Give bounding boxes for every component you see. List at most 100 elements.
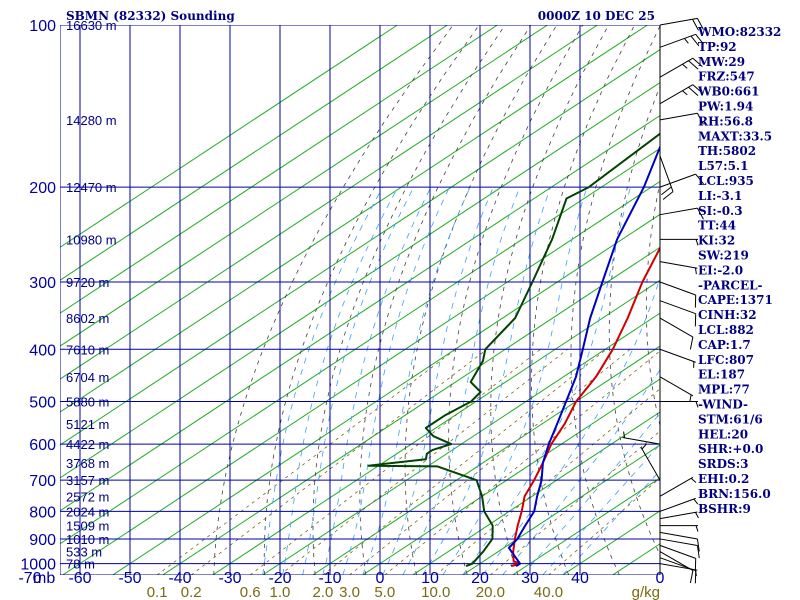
- temperature-tick-label: 0: [376, 570, 385, 587]
- wind-barb-feather: [695, 33, 704, 45]
- dry-adiabat-line: [608, 85, 660, 556]
- wind-barb-feather: [690, 35, 700, 47]
- wind-barb: [659, 17, 704, 31]
- wind-barb-feather: [696, 207, 704, 220]
- isotherm-line: [412, 411, 660, 575]
- index-item: MPL:77: [698, 383, 750, 397]
- wind-barb-feather: [688, 86, 699, 96]
- wind-barb-half-feather: [695, 525, 699, 532]
- wind-barb-half-feather: [682, 90, 688, 96]
- dry-adiabat-line: [263, 25, 480, 575]
- temperature-tick-label: 10: [421, 570, 439, 587]
- wind-barb-feather: [688, 60, 699, 70]
- wind-barb: [659, 551, 694, 584]
- index-item: TH:5802: [698, 144, 756, 158]
- index-item: HEL:20: [698, 427, 748, 441]
- wind-barb: [659, 300, 697, 327]
- pressure-tick-label: 700: [29, 473, 56, 490]
- pressure-tick-label: 800: [29, 504, 56, 521]
- wind-barb-half-feather: [695, 512, 699, 519]
- wind-barb-staff: [659, 511, 698, 520]
- height-label: 3157 m: [66, 473, 109, 488]
- wind-barb-half-feather: [641, 443, 647, 450]
- temperature-tick-label: -60: [68, 570, 91, 587]
- pressure-tick-label: 900: [29, 532, 56, 549]
- wind-barb-half-feather: [689, 394, 692, 402]
- index-item: CINH:32: [698, 308, 757, 322]
- temperature-tick-label: -70: [18, 570, 41, 587]
- mixing-ratio-label: 40.0: [534, 584, 563, 600]
- height-label: 9720 m: [66, 275, 109, 290]
- temperature-tick-label: 40: [571, 570, 589, 587]
- wind-barb-half-feather: [694, 267, 697, 275]
- height-label: 6704 m: [66, 370, 109, 385]
- index-item: L57:5.1: [698, 159, 748, 173]
- wind-barb: [659, 538, 700, 559]
- wind-barb-staff: [659, 84, 694, 105]
- index-item: CAPE:1371: [698, 293, 773, 307]
- wind-barb: [659, 281, 697, 308]
- temperature-tick-label: -20: [268, 570, 291, 587]
- temperature-tick-label: -40: [168, 570, 191, 587]
- mixing-ratio-label: 0.2: [181, 584, 202, 600]
- mixing-ratio-label: 2.0: [312, 584, 333, 600]
- mixing-ratio-line: [435, 388, 660, 575]
- pressure-tick-label: 300: [29, 275, 56, 292]
- mixing-ratio-line: [384, 350, 660, 575]
- pressure-tick-label: 600: [29, 437, 56, 454]
- height-label: 16630 m: [66, 18, 117, 33]
- moist-adiabat-line: [462, 186, 631, 575]
- wind-barb-staff: [640, 447, 661, 481]
- wind-barb-half-feather: [695, 239, 699, 246]
- mixing-ratio-line: [279, 348, 568, 575]
- isotherm-line: [60, 114, 660, 512]
- pressure-tick-label: 500: [29, 394, 56, 411]
- moist-adiabat-line: [422, 186, 551, 575]
- isotherm-line: [512, 477, 660, 575]
- temperature-tick-label: -30: [218, 570, 241, 587]
- moist-adiabat-line: [262, 186, 384, 575]
- temperature-tick-label: 30: [521, 570, 539, 587]
- wind-barb-staff: [659, 155, 674, 192]
- moist-adiabat-line: [362, 186, 471, 575]
- dry-adiabat-line: [359, 25, 532, 575]
- pressure-tick-label: 100: [29, 18, 56, 35]
- index-item: EL:187: [698, 368, 745, 382]
- wind-barb-feather: [661, 186, 672, 196]
- moist-adiabat-line: [302, 186, 415, 575]
- mixing-ratio-label: 5.0: [374, 584, 395, 600]
- wind-barb: [659, 511, 699, 520]
- isotherm-line: [60, 25, 398, 248]
- index-item: SHR:+0.0: [698, 442, 763, 456]
- wind-barb-half-feather: [695, 401, 699, 408]
- wind-barb: [622, 431, 661, 445]
- wind-barb-half-feather: [690, 477, 697, 483]
- wind-barb-staff: [659, 261, 698, 269]
- wind-barb-feather: [692, 57, 703, 67]
- index-item: SI:-0.3: [698, 204, 743, 218]
- temperature-tick-label: -10: [318, 570, 341, 587]
- isotherm-line: [262, 312, 660, 575]
- dry-adiabat-line: [531, 25, 635, 575]
- moist-adiabat-line: [442, 186, 588, 575]
- moist-adiabat-line: [342, 186, 450, 575]
- wind-barb: [659, 84, 703, 105]
- mixing-ratio-line: [548, 477, 660, 575]
- moist-adiabat-lines: [262, 186, 660, 575]
- wind-barb-feather: [692, 19, 699, 31]
- dry-adiabat-line: [570, 25, 660, 575]
- wind-barb: [659, 33, 704, 48]
- wind-barb: [659, 531, 700, 552]
- wind-barb-staff: [659, 281, 696, 296]
- height-label: 4422 m: [66, 437, 109, 452]
- wind-barb-staff: [659, 538, 698, 547]
- wind-barb-staff: [659, 497, 696, 512]
- index-item: LI:-3.1: [698, 189, 742, 203]
- wind-barb-half-feather: [693, 498, 699, 505]
- wind-barb-staff: [659, 300, 696, 315]
- index-item: -WIND-: [698, 398, 748, 412]
- index-item: TP:92: [698, 40, 737, 54]
- moist-adiabat-line: [402, 186, 521, 575]
- wind-barb: [659, 155, 674, 200]
